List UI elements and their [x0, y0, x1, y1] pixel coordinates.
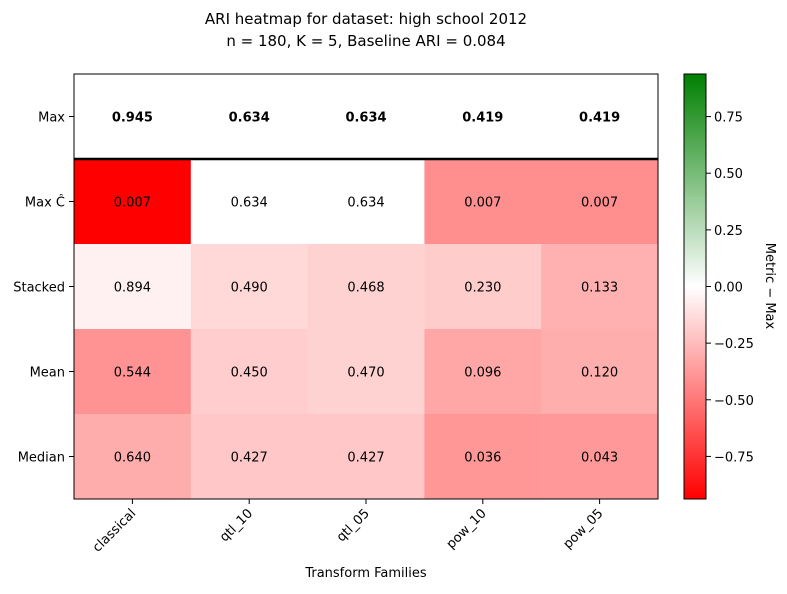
x-tick-label: pow_10 [444, 506, 490, 552]
heatmap-cell [307, 329, 425, 415]
heatmap-cell [424, 159, 542, 245]
cell-value-label: 0.544 [114, 366, 151, 381]
heatmap-cell [424, 414, 542, 500]
y-tick-label: Stacked [13, 281, 65, 296]
cell-value-label: 0.427 [231, 451, 268, 466]
heatmap-cell [541, 159, 659, 245]
cell-value-label: 0.640 [114, 451, 151, 466]
cell-value-label: 0.036 [464, 451, 501, 466]
cell-value-label: 0.634 [347, 196, 384, 211]
heatmap-cells [74, 74, 659, 500]
heatmap-cell [424, 74, 542, 160]
cell-value-label: 0.120 [581, 366, 618, 381]
heatmap-cell [424, 244, 542, 330]
cell-value-label: 0.007 [581, 196, 618, 211]
cell-value-label: 0.634 [231, 196, 268, 211]
cell-value-label: 0.634 [345, 111, 386, 126]
heatmap-cell [541, 244, 659, 330]
cell-value-label: 0.007 [464, 196, 501, 211]
colorbar-tick-label: −0.75 [714, 450, 754, 465]
heatmap-cell [541, 329, 659, 415]
colorbar [683, 73, 707, 500]
cell-value-label: 0.490 [231, 281, 268, 296]
cell-value-label: 0.096 [464, 366, 501, 381]
y-axis: Max Max Ĉ Stacked Mean Median [13, 111, 74, 466]
colorbar-tick-label: −0.25 [714, 337, 754, 352]
cell-value-label: 0.427 [347, 451, 384, 466]
chart-subtitle: n = 180, K = 5, Baseline ARI = 0.084 [226, 32, 505, 50]
heatmap-cell [74, 244, 192, 330]
x-axis-label: Transform Families [304, 566, 427, 581]
cell-value-label: 0.945 [112, 111, 153, 126]
colorbar-label: Metric − Max [762, 243, 777, 330]
x-tick-label: pow_05 [561, 506, 607, 552]
heatmap-cell [190, 329, 309, 415]
cell-value-label: 0.894 [114, 281, 151, 296]
cell-value-label: 0.230 [464, 281, 501, 296]
cell-value-label: 0.043 [581, 451, 618, 466]
cell-value-label: 0.133 [581, 281, 618, 296]
heatmap-cell [190, 414, 309, 500]
heatmap-cell [190, 244, 309, 330]
colorbar-tick-label: 0.50 [714, 167, 743, 182]
heatmap-cell [307, 414, 425, 500]
heatmap-cell [307, 244, 425, 330]
heatmap-cell-labels: 0.945 0.634 0.634 0.419 0.419 0.007 0.634 0.634… [112, 111, 620, 466]
x-tick-label: qtl_10 [217, 506, 256, 545]
heatmap-cell [541, 74, 659, 160]
heatmap-cell [424, 329, 542, 415]
heatmap-cell [74, 329, 192, 415]
y-tick-label: Max Ĉ [25, 195, 65, 211]
y-tick-label: Mean [30, 366, 65, 381]
colorbar-tick-label: −0.50 [714, 394, 754, 409]
cell-value-label: 0.470 [347, 366, 384, 381]
colorbar-axis: 0.75 0.50 0.25 0.00 −0.25 −0.50 −0.75 [706, 111, 754, 465]
heatmap-cell [74, 74, 192, 160]
heatmap-cell [190, 74, 309, 160]
heatmap-cell [74, 159, 192, 245]
x-axis: classical qtl_10 qtl_05 pow_10 pow_05 [90, 499, 606, 555]
heatmap-cell [190, 159, 309, 245]
y-tick-label: Max [38, 111, 65, 126]
heatmap-cell [74, 414, 192, 500]
colorbar-tick-label: 0.00 [714, 281, 743, 296]
x-tick-label: qtl_05 [334, 506, 373, 545]
chart-title: ARI heatmap for dataset: high school 201… [205, 10, 527, 28]
cell-value-label: 0.634 [229, 111, 270, 126]
cell-value-label: 0.450 [231, 366, 268, 381]
colorbar-tick-label: 0.75 [714, 111, 743, 126]
heatmap-cell [307, 74, 425, 160]
cell-value-label: 0.007 [114, 196, 151, 211]
y-tick-label: Median [18, 451, 65, 466]
heatmap-cell [541, 414, 659, 500]
cell-value-label: 0.419 [462, 111, 503, 126]
cell-value-label: 0.468 [347, 281, 384, 296]
x-tick-label: classical [90, 506, 139, 555]
cell-value-label: 0.419 [579, 111, 620, 126]
heatmap-cell [307, 159, 425, 245]
colorbar-tick-label: 0.25 [714, 224, 743, 239]
